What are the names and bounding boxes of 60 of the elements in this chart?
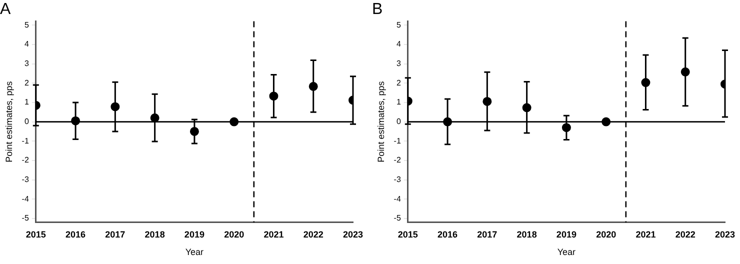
y-tick-label: -4 <box>394 194 402 204</box>
x-axis-title: Year <box>557 247 576 258</box>
chart-title: A <box>0 1 11 18</box>
point <box>71 116 80 126</box>
x-tick-label: 2020 <box>224 229 244 240</box>
x-tick-label: 2019 <box>184 229 204 240</box>
x-tick-label: 2022 <box>303 229 324 240</box>
chart-title: B <box>372 1 383 18</box>
y-axis-title: Point estimates, pps <box>4 80 14 162</box>
y-axis-title: Point estimates, pps <box>376 80 386 162</box>
x-tick-label: 2020 <box>596 229 616 240</box>
point <box>482 96 492 106</box>
y-tick-label: 3 <box>396 58 402 68</box>
y-tick-label: 1 <box>24 98 30 107</box>
y-tick-label: -4 <box>22 194 30 204</box>
point <box>562 123 571 132</box>
point <box>641 78 650 88</box>
y-tick-label: -3 <box>394 175 402 184</box>
point <box>443 117 452 126</box>
point <box>150 113 160 122</box>
point <box>230 117 239 126</box>
y-tick-label: 2 <box>24 78 30 88</box>
x-tick-label: 2017 <box>477 229 498 240</box>
y-tick-label: 5 <box>24 20 30 30</box>
x-tick-label: 2018 <box>516 229 537 240</box>
x-tick-label: 2021 <box>636 229 656 240</box>
y-tick-label: -1 <box>22 136 30 146</box>
point <box>522 103 532 112</box>
y-tick-label: 1 <box>396 98 402 107</box>
x-tick-label: 2021 <box>264 229 284 240</box>
point <box>602 117 611 126</box>
x-tick-label: 2018 <box>144 229 165 240</box>
x-tick-label: 2015 <box>398 229 418 240</box>
y-tick-label: -2 <box>22 156 30 165</box>
y-tick-label: -5 <box>22 214 30 223</box>
x-tick-label: 2023 <box>714 229 736 240</box>
x-tick-label: 2017 <box>105 229 126 240</box>
x-tick-label: 2016 <box>438 229 458 240</box>
y-tick-label: 4 <box>396 40 402 49</box>
y-tick-label: -5 <box>394 214 402 223</box>
y-tick-label: 2 <box>396 78 402 88</box>
x-axis-title: Year <box>185 247 204 258</box>
y-tick-label: 5 <box>396 20 402 30</box>
point <box>110 102 120 112</box>
point <box>269 92 278 101</box>
x-tick-label: 2022 <box>675 229 696 240</box>
y-tick-label: 3 <box>24 58 30 68</box>
x-tick-label: 2016 <box>66 229 86 240</box>
y-tick-label: -3 <box>22 175 30 184</box>
point <box>680 67 690 76</box>
y-tick-label: -2 <box>394 156 402 165</box>
y-tick-label: 0 <box>24 117 30 126</box>
x-tick-label: 2023 <box>342 229 364 240</box>
x-tick-label: 2015 <box>26 229 46 240</box>
y-tick-label: -1 <box>394 136 402 146</box>
y-tick-label: 4 <box>24 40 30 49</box>
point <box>308 82 318 91</box>
x-tick-label: 2019 <box>556 229 576 240</box>
y-tick-label: 0 <box>396 117 402 126</box>
point <box>190 126 199 136</box>
